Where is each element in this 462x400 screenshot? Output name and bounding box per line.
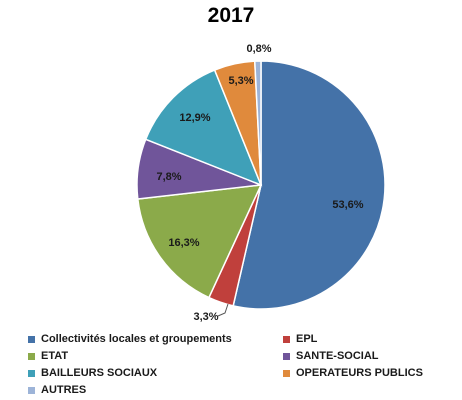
slice-data-label: 16,3% <box>168 237 199 249</box>
pie-slice <box>136 184 263 299</box>
pie-slice <box>144 69 263 187</box>
slice-data-label: 5,3% <box>228 75 253 87</box>
leader-line <box>217 303 229 317</box>
slice-data-label: 3,3% <box>193 311 218 323</box>
pie-slice <box>232 60 386 310</box>
slice-data-label: 7,8% <box>156 171 181 183</box>
pie-slice <box>253 60 262 186</box>
slice-data-label: 0,8% <box>246 43 271 55</box>
slice-data-label: 53,6% <box>332 199 363 211</box>
slice-data-label: 12,9% <box>179 112 210 124</box>
chart-title: 2017 <box>207 4 255 27</box>
